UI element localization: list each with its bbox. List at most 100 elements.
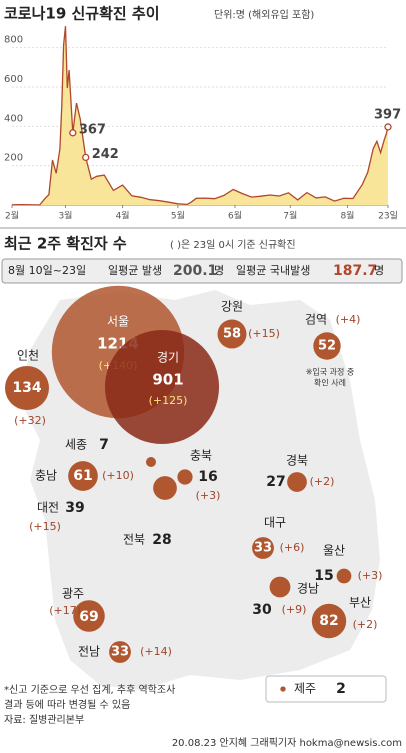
region-new: (+6) bbox=[280, 541, 305, 554]
region-total: 61 bbox=[73, 468, 92, 484]
region-total: 7 bbox=[99, 437, 109, 453]
region-new: (+14) bbox=[140, 645, 172, 658]
region-bubble bbox=[73, 600, 105, 632]
region-bubble bbox=[313, 332, 341, 360]
region-total: 69 bbox=[79, 609, 98, 625]
avg-unit: 명 bbox=[214, 264, 224, 277]
domestic-label: 일평균 국내발생 bbox=[236, 263, 310, 277]
region-new: (+9) bbox=[282, 603, 307, 616]
region-new: (+125) bbox=[149, 394, 188, 407]
region-name: 울산 bbox=[323, 544, 345, 558]
region-name: 전남 bbox=[78, 645, 100, 659]
region-total: 901 bbox=[152, 371, 183, 389]
region-bubble bbox=[269, 576, 291, 598]
region-name: 경남 bbox=[297, 582, 319, 596]
region-total: 134 bbox=[12, 380, 41, 396]
y-tick-label: 400 bbox=[4, 113, 23, 124]
x-tick-label: 3월 bbox=[58, 210, 72, 222]
region-note: 확인 사례 bbox=[314, 378, 346, 388]
avg-label: 일평균 발생 bbox=[108, 263, 162, 277]
footnote: *신고 기준으로 우선 집계, 추후 역학조사 bbox=[4, 684, 175, 696]
region-new: (+17) bbox=[49, 604, 81, 617]
region-bubble bbox=[153, 476, 177, 500]
region-new: (+15) bbox=[29, 520, 61, 533]
region-bubble bbox=[5, 366, 49, 410]
region-name: 대전 bbox=[37, 501, 59, 515]
y-tick-label: 600 bbox=[4, 74, 23, 85]
region-name: 경북 bbox=[286, 454, 308, 468]
region-name: 세종 bbox=[65, 438, 87, 452]
region-new: (+2) bbox=[353, 618, 378, 631]
credit: 20.08.23 안지혜 그래픽기자 hokma@newsis.com bbox=[172, 737, 402, 749]
x-tick-label: 5월 bbox=[171, 210, 185, 222]
region-bubble bbox=[336, 568, 352, 584]
region-name: 충남 bbox=[35, 469, 57, 483]
x-tick-label: 23일 bbox=[378, 211, 398, 222]
region-name: 검역 bbox=[305, 313, 327, 327]
region-name: 서울 bbox=[107, 315, 129, 329]
y-tick-label: 800 bbox=[4, 35, 23, 46]
region-bubble bbox=[109, 641, 131, 663]
region-total: 52 bbox=[318, 339, 336, 354]
region-total: 16 bbox=[198, 469, 217, 485]
avg-value: 200.1 bbox=[173, 263, 217, 279]
region-bubble bbox=[104, 329, 220, 445]
x-tick-label: 7월 bbox=[283, 210, 297, 222]
chart-title: 코로나19 신규확진 추이 bbox=[4, 5, 160, 23]
region-note: ※입국 과정 중 bbox=[306, 367, 355, 377]
region-total: 28 bbox=[152, 532, 171, 548]
region-total: 15 bbox=[314, 568, 333, 584]
annotation-label: 397 bbox=[374, 107, 401, 122]
line bbox=[11, 26, 389, 206]
region-bubble bbox=[252, 537, 274, 559]
footnote: 결과 등에 따라 변경될 수 있음 bbox=[4, 698, 130, 711]
annotation-label: 242 bbox=[92, 147, 119, 162]
region-bubble bbox=[287, 472, 307, 492]
region-bubble bbox=[217, 319, 247, 349]
region-name: 제주 bbox=[294, 682, 316, 696]
region-new: (+3) bbox=[196, 489, 221, 502]
region-total: 82 bbox=[319, 613, 338, 629]
annotation-point bbox=[384, 123, 392, 131]
domestic-unit: 명 bbox=[374, 264, 384, 277]
annotation-point bbox=[69, 129, 77, 137]
region-name: 강원 bbox=[221, 300, 243, 314]
region-total: 39 bbox=[65, 500, 84, 516]
region-new: (+15) bbox=[248, 327, 280, 340]
domestic-value: 187.7 bbox=[333, 263, 377, 279]
map-layer: 서울1214(+140)경기901(+125)인천134(+32)강원58(+1… bbox=[5, 285, 382, 697]
region-new: (+4) bbox=[336, 313, 361, 326]
region-bubble bbox=[280, 686, 286, 692]
region-name: 광주 bbox=[62, 587, 84, 601]
x-tick-label: 6월 bbox=[228, 210, 242, 222]
x-tick-label: 2월 bbox=[5, 210, 19, 222]
source: 자료: 질병관리본부 bbox=[4, 714, 84, 726]
summary-bar bbox=[1, 258, 403, 284]
region-name: 부산 bbox=[349, 596, 371, 610]
region-total: 2 bbox=[336, 681, 346, 697]
region-name: 대구 bbox=[264, 516, 286, 530]
region-total: 33 bbox=[111, 645, 129, 660]
region-bubble bbox=[68, 461, 98, 491]
region-total: 27 bbox=[266, 474, 285, 490]
region-name: 인천 bbox=[17, 348, 39, 363]
section-title: 최근 2주 확진자 수 bbox=[4, 235, 127, 253]
region-total: 33 bbox=[254, 541, 272, 556]
region-bubble bbox=[311, 603, 347, 639]
x-tick-label: 8월 bbox=[340, 210, 354, 222]
period: 8월 10일~23일 bbox=[8, 263, 86, 277]
region-bubble bbox=[177, 469, 193, 485]
region-name: 경기 bbox=[157, 351, 179, 365]
chart-subtitle: 단위:명 (해외유입 포함) bbox=[214, 8, 314, 21]
section-note: ( )은 23일 0시 기준 신규확진 bbox=[170, 239, 296, 251]
annotation-label: 367 bbox=[79, 122, 106, 137]
x-tick-label: 4월 bbox=[116, 210, 130, 222]
region-new: (+32) bbox=[14, 414, 46, 427]
region-bubble bbox=[145, 456, 157, 468]
region-name: 충북 bbox=[190, 449, 212, 463]
region-total: 58 bbox=[223, 327, 241, 342]
region-new: (+10) bbox=[102, 469, 134, 482]
region-new: (+2) bbox=[310, 475, 335, 488]
region-name: 전북 bbox=[123, 533, 145, 547]
